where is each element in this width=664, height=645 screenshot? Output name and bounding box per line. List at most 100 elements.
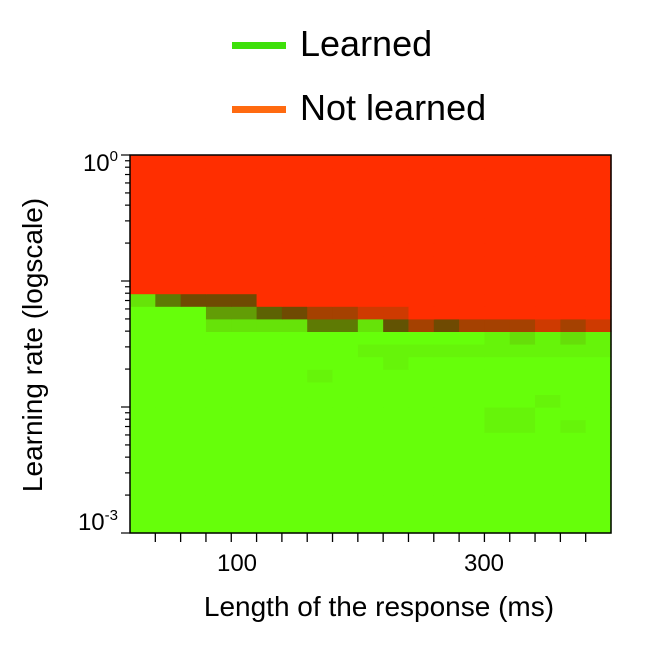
heatmap-cell [281,192,308,206]
heatmap-cell [408,482,435,496]
heatmap-cell [281,293,308,307]
heatmap-cell [535,293,561,307]
heatmap-cell [535,192,561,206]
heatmap-cell [332,457,359,471]
heatmap-cell [357,457,384,471]
heatmap-cell [205,482,232,496]
heatmap-cell [205,205,232,219]
heatmap-cell [256,482,283,496]
heatmap-cell [560,344,587,358]
heatmap-cell [256,218,283,232]
heatmap-cell [383,205,410,219]
heatmap-cell [535,205,561,219]
heatmap-cell [281,318,308,332]
heatmap-cell [383,268,410,282]
heatmap-cell [256,331,283,345]
heatmap-cell [560,407,587,421]
heatmap-cell [408,268,435,282]
heatmap-cell [205,167,232,181]
heatmap-cell [383,381,410,395]
heatmap-cell [408,218,435,232]
heatmap-cell [459,180,486,194]
legend-swatch-not-learned [232,106,286,113]
heatmap-cell [180,444,207,458]
heatmap-cell [205,268,232,282]
heatmap-cell [408,318,435,332]
heatmap-cell [307,394,334,408]
heatmap-cell [231,369,258,383]
heatmap-cell [180,205,207,219]
heatmap-cell [585,218,612,232]
heatmap-cell [560,419,587,433]
heatmap-cell [357,407,384,421]
heatmap-cell [357,381,384,395]
heatmap-cell [459,344,486,358]
heatmap-cell [459,243,486,257]
heatmap-cell [535,180,561,194]
heatmap-cell [281,520,308,534]
heatmap-cell [383,394,410,408]
heatmap-cell [535,507,561,521]
heatmap-cell [180,381,207,395]
heatmap-cell [155,369,182,383]
heatmap-cell [155,167,182,181]
heatmap-cell [130,281,156,295]
heatmap-cell [205,369,232,383]
heatmap-cell [180,306,207,320]
heatmap-cell [205,419,232,433]
heatmap-cell [383,306,410,320]
heatmap-cell [383,331,410,345]
heatmap-cell [383,344,410,358]
heatmap-cell [535,218,561,232]
heatmap-cell [231,218,258,232]
heatmap-cell [281,507,308,521]
heatmap-cell [484,293,511,307]
heatmap-cell [130,444,156,458]
heatmap-cell [509,520,536,534]
heatmap-cell [383,419,410,433]
heatmap-cell [433,507,460,521]
heatmap-cell [535,369,561,383]
heatmap-cell [484,230,511,244]
heatmap-cell [433,318,460,332]
heatmap-cell [281,432,308,446]
heatmap-cell [231,470,258,484]
heatmap-cell [180,192,207,206]
heatmap-cell [535,155,561,169]
heatmap-cell [205,155,232,169]
heatmap-cell [205,293,232,307]
heatmap-cell [509,293,536,307]
heatmap-cell [307,167,334,181]
y-tick-bottom-base: 10 [78,509,105,536]
heatmap-cell [509,155,536,169]
x-tick-label-300: 300 [464,550,504,577]
heatmap-cell [408,180,435,194]
heatmap-cell [408,394,435,408]
heatmap-cell [459,507,486,521]
heatmap-cell [433,344,460,358]
heatmap-cell [459,205,486,219]
heatmap-cell [332,507,359,521]
heatmap-cell [357,356,384,370]
heatmap-cell [433,369,460,383]
heatmap-cell [130,344,156,358]
heatmap-cell [155,457,182,471]
heatmap-cell [155,230,182,244]
heatmap-cell [130,407,156,421]
heatmap-cell [459,192,486,206]
heatmap-cell [155,293,182,307]
heatmap-cell [307,155,334,169]
heatmap-cell [535,281,561,295]
heatmap-cell [535,318,561,332]
heatmap-cell [585,470,612,484]
heatmap-cell [307,457,334,471]
heatmap-cell [205,331,232,345]
heatmap-cell [180,394,207,408]
heatmap-cell [433,407,460,421]
heatmap-cell [281,344,308,358]
heatmap-cell [205,255,232,269]
heatmap-cell [535,394,561,408]
heatmap-cell [585,180,612,194]
heatmap-cell [433,255,460,269]
heatmap-cell [332,218,359,232]
